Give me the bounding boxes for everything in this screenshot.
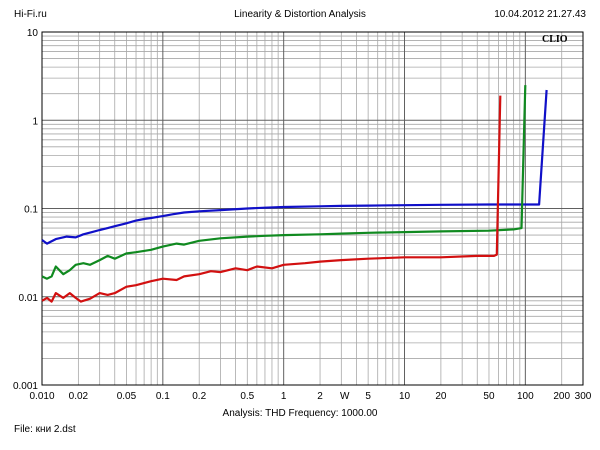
y-tick-label: 0.1 <box>24 205 38 216</box>
x-tick-label: 0.05 <box>117 391 137 402</box>
x-tick-label: 5 <box>365 391 371 402</box>
x-tick-label: 200 <box>553 391 570 402</box>
series-line-3 <box>41 95 502 303</box>
x-tick-label: 0.5 <box>240 391 254 402</box>
x-tick-label: 1 <box>281 391 287 402</box>
y-tick-label: 0.01 <box>19 293 39 304</box>
site-name: Hi-Fi.ru <box>14 9 47 20</box>
x-tick-label: 0.010 <box>29 391 54 402</box>
x-tick-label: 20 <box>435 391 447 402</box>
x-tick-label: 50 <box>483 391 495 402</box>
x-tick-label: 0.02 <box>69 391 89 402</box>
x-unit-label: W <box>340 391 350 402</box>
x-tick-label: 2 <box>317 391 323 402</box>
brand-label: CLIO <box>542 34 568 45</box>
x-tick-label: 10 <box>399 391 411 402</box>
x-tick-label: 0.1 <box>156 391 170 402</box>
timestamp: 10.04.2012 21.27.43 <box>494 9 586 20</box>
y-axis-ticks: 10 1 0.1 0.01 0.001 <box>13 28 38 392</box>
y-tick-label: 1 <box>32 116 38 127</box>
x-tick-label: 300 <box>575 391 592 402</box>
x-axis-ticks: 0.010 0.02 0.05 0.1 0.2 0.5 1 2 5 10 20 50 100 200 300… <box>29 391 591 402</box>
series-line-2 <box>41 85 527 280</box>
file-name: File: кни 2.dst <box>14 424 76 435</box>
series-layer <box>41 85 548 303</box>
chart-title: Linearity & Distortion Analysis <box>234 9 366 20</box>
x-tick-label: 100 <box>517 391 534 402</box>
y-tick-label: 10 <box>27 28 39 39</box>
series-line-1 <box>41 89 548 245</box>
plot-frame <box>41 31 584 386</box>
y-tick-label: 0.001 <box>13 381 38 392</box>
analysis-info: Analysis: THD Frequency: 1000.00 <box>222 408 378 419</box>
x-tick-label: 0.2 <box>192 391 206 402</box>
